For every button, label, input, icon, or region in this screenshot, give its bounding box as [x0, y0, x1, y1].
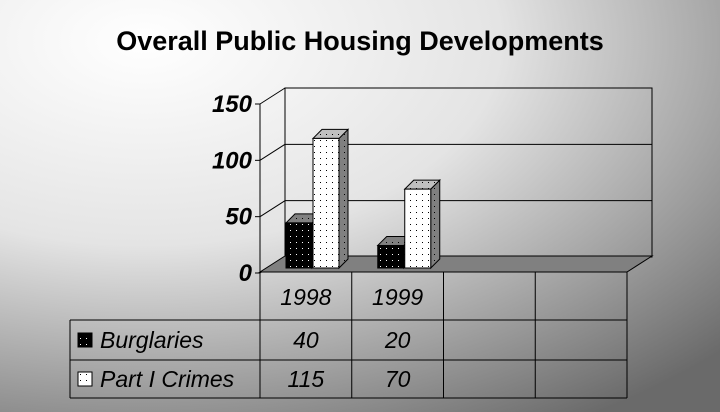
chart-title: Overall Public Housing Developments — [116, 26, 604, 56]
data-table: 1998 1999 Burglaries 40 20 Part I Crimes 115 70 — [69, 272, 628, 399]
bar-front — [377, 244, 405, 269]
table-cell: 40 — [293, 327, 319, 353]
legend-key — [77, 332, 93, 348]
plot-area: 0 50 100 150 — [212, 87, 654, 287]
gridline-side — [259, 143, 286, 161]
bar-side — [338, 128, 349, 270]
bar-front — [285, 222, 313, 269]
bar — [403, 178, 441, 270]
table-cell: 70 — [385, 366, 411, 392]
bar-front — [312, 137, 340, 269]
gridline-side — [259, 200, 286, 218]
bar — [311, 128, 350, 270]
table-cell: 20 — [384, 327, 411, 353]
x-tick-label: 1999 — [372, 284, 423, 310]
y-tick-label: 0 — [239, 260, 253, 287]
legend-label: Part I Crimes — [100, 366, 235, 392]
table-cell: 115 — [288, 366, 325, 392]
y-tick-label: 150 — [212, 91, 253, 118]
x-tick-label: 1998 — [280, 284, 331, 310]
bar-front — [404, 188, 432, 269]
legend-label: Burglaries — [100, 327, 204, 353]
bar-side — [430, 178, 441, 270]
floor — [258, 255, 654, 273]
y-tick-label: 50 — [225, 204, 252, 231]
y-tick-label: 100 — [212, 147, 253, 174]
legend-key — [77, 371, 93, 387]
gridline-side — [259, 87, 286, 105]
